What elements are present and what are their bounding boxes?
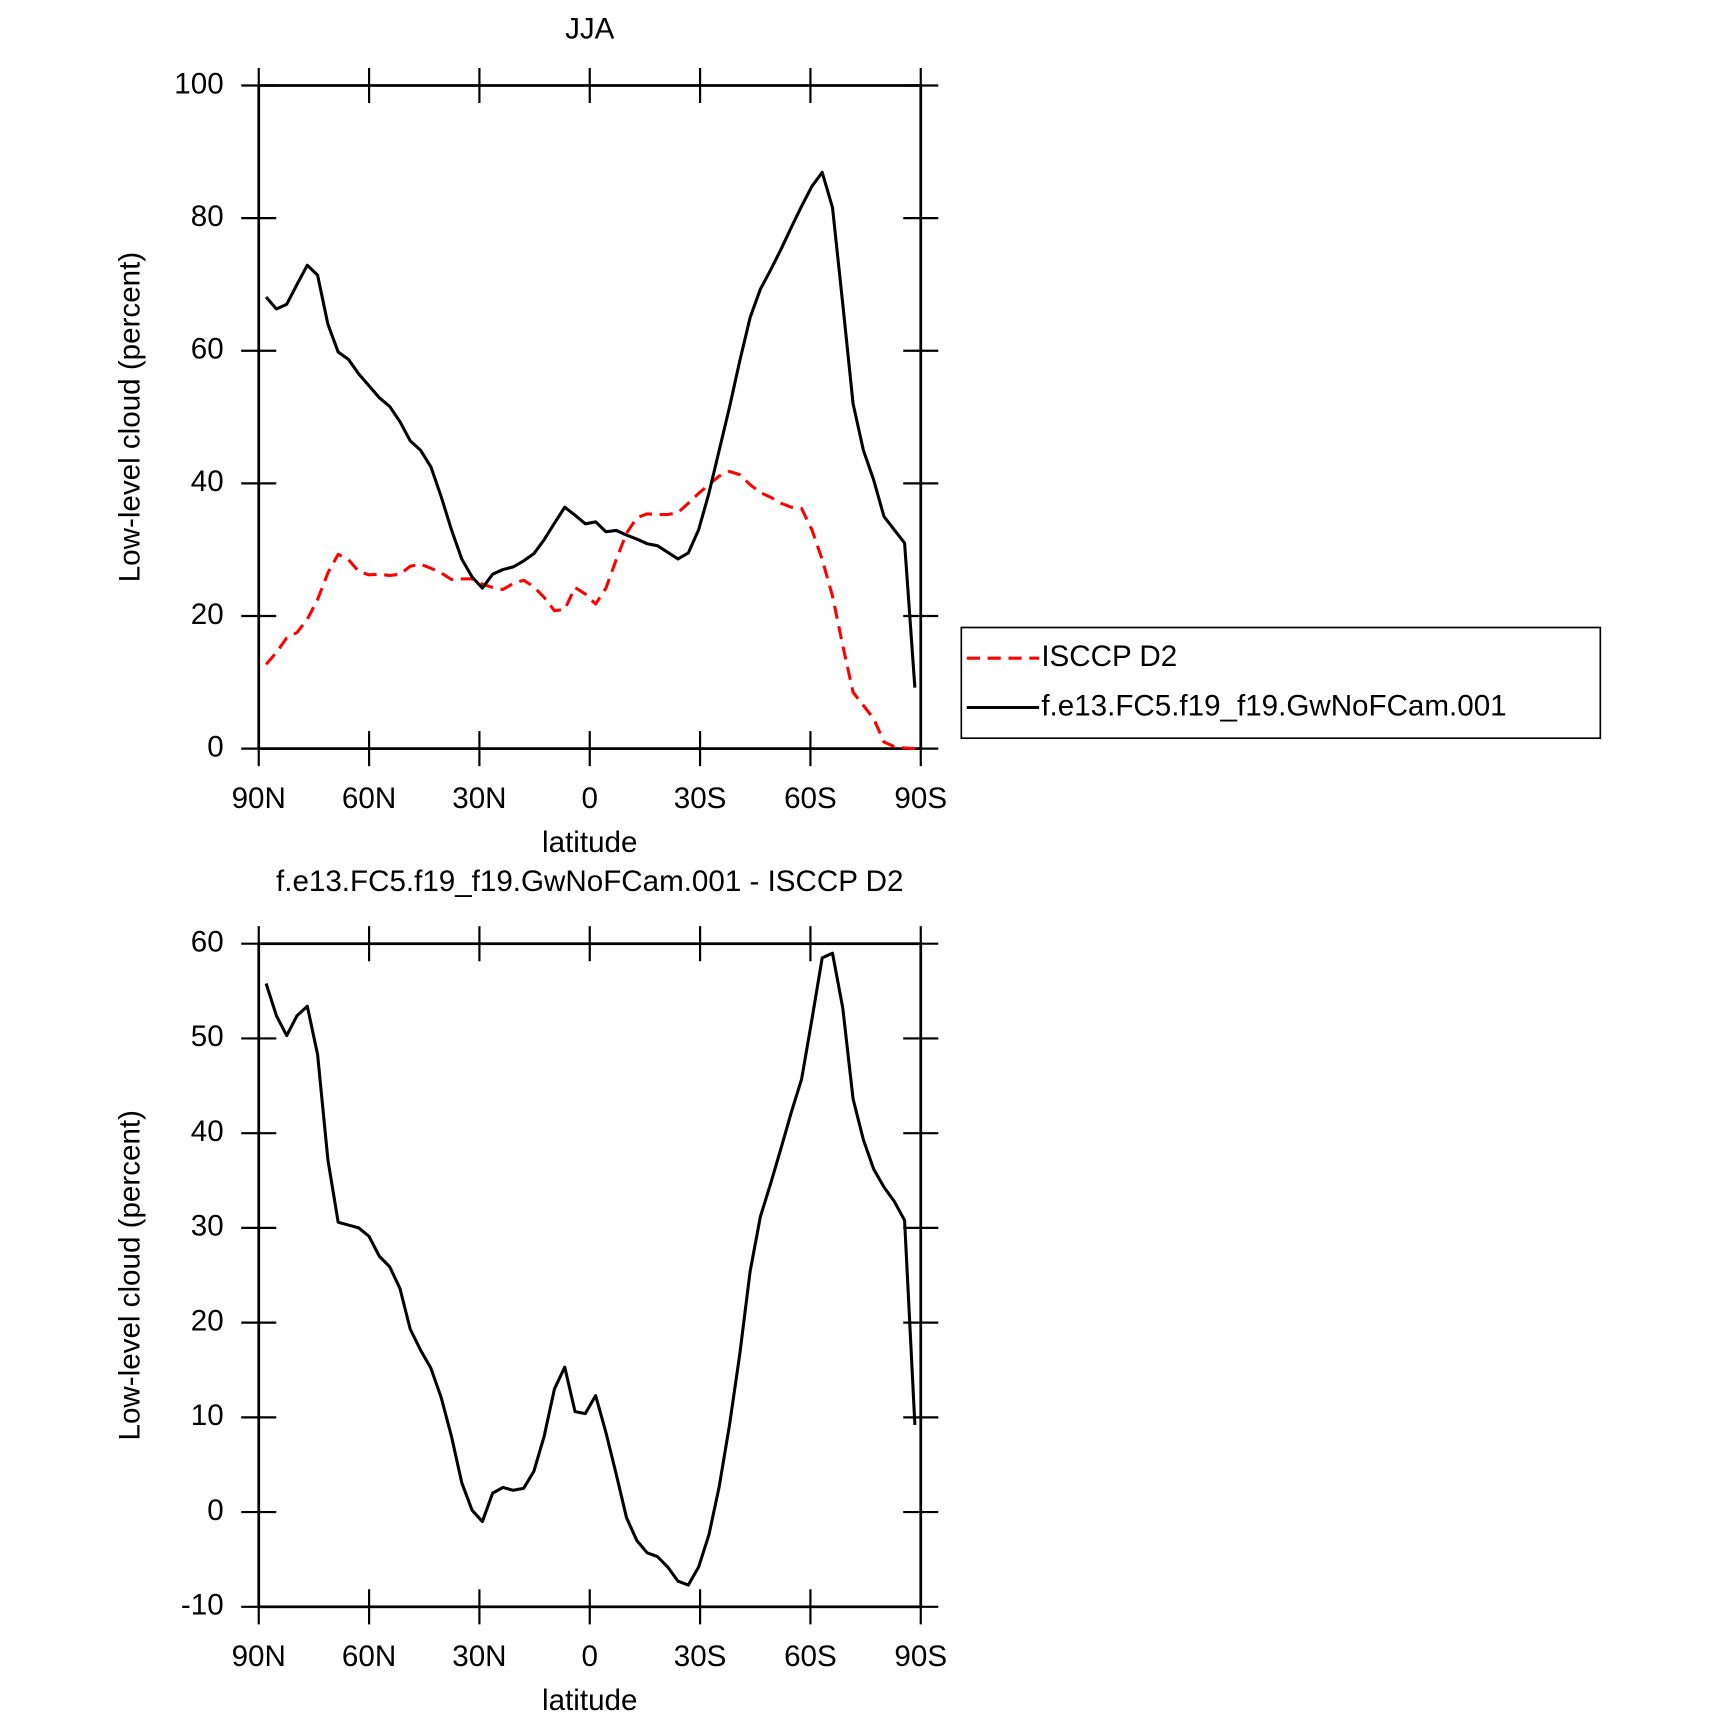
data-line: [264, 951, 917, 1587]
y-tick-label: 80: [191, 200, 224, 233]
x-tick-label: 0: [582, 1640, 598, 1673]
x-tick-label: 30S: [674, 1640, 727, 1673]
legend-label: f.e13.FC5.f19_f19.GwNoFCam.001: [1041, 689, 1506, 722]
x-tick-label: 60N: [342, 782, 396, 815]
x-axis-label: latitude: [542, 1684, 637, 1717]
y-tick-label: 0: [207, 1494, 223, 1527]
plot-frame: [257, 942, 923, 1609]
data-line: [264, 469, 915, 751]
y-tick-label: 60: [191, 333, 224, 366]
x-axis-label: latitude: [542, 826, 637, 859]
x-tick-label: 30N: [452, 1640, 506, 1673]
x-tick-label: 30S: [674, 782, 727, 815]
x-tick-label: 60N: [342, 1640, 396, 1673]
y-tick-label: 20: [191, 598, 224, 631]
y-tick-label: 0: [207, 730, 223, 763]
x-tick-label: 90N: [232, 1640, 286, 1673]
y-tick-label: 30: [191, 1210, 224, 1243]
x-tick-label: 30N: [452, 782, 506, 815]
x-tick-label: 0: [582, 782, 598, 815]
y-tick-label: 40: [191, 1115, 224, 1148]
legend: ISCCP D2 f.e13.FC5.f19_f19.GwNoFCam.001: [960, 626, 1602, 740]
y-tick-label: -10: [181, 1589, 224, 1622]
y-tick-label: 10: [191, 1399, 224, 1432]
data-line: [264, 170, 917, 688]
y-tick-label: 60: [191, 926, 224, 959]
chart-title: JJA: [565, 13, 615, 46]
y-axis-label: Low-level cloud (percent): [113, 252, 146, 582]
y-tick-label: 40: [191, 465, 224, 498]
legend-box: [960, 626, 1602, 740]
x-tick-label: 90N: [232, 782, 286, 815]
legend-label: ISCCP D2: [1041, 640, 1177, 673]
x-tick-label: 60S: [784, 782, 837, 815]
x-tick-label: 90S: [894, 1640, 947, 1673]
x-tick-label: 90S: [894, 782, 947, 815]
y-tick-label: 20: [191, 1304, 224, 1337]
y-tick-label: 100: [174, 67, 223, 100]
plot-frame: [257, 84, 923, 750]
chart-title: f.e13.FC5.f19_f19.GwNoFCam.001 - ISCCP D…: [276, 865, 903, 898]
x-tick-label: 60S: [784, 1640, 837, 1673]
y-tick-label: 50: [191, 1020, 224, 1053]
y-axis-label: Low-level cloud (percent): [113, 1110, 146, 1440]
